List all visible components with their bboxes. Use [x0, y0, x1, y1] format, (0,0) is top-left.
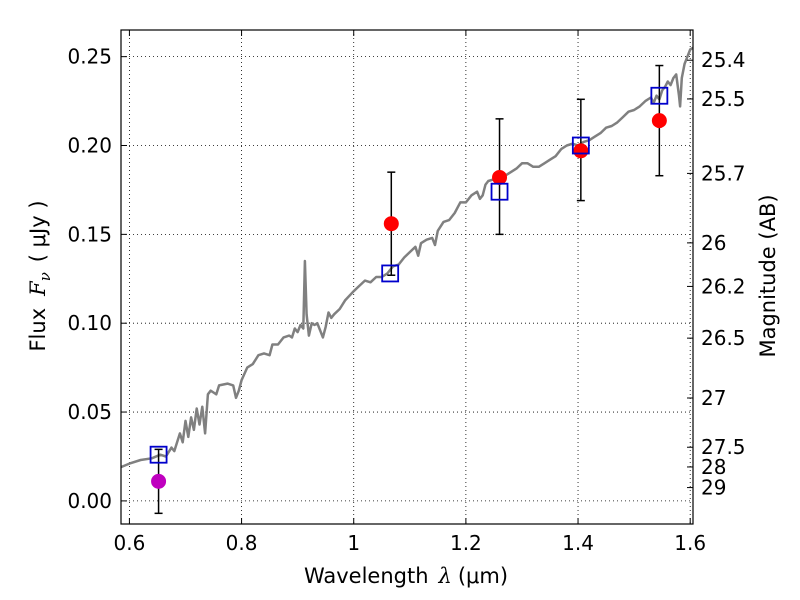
y-tick-label: 0.15	[67, 222, 112, 246]
x-tick-label: 1.6	[674, 531, 706, 555]
x-tick-label: 1.4	[562, 531, 594, 555]
y-axis-label-symbol: F	[26, 280, 50, 297]
y-tick-label: 0.10	[67, 311, 112, 335]
x-tick-label: 0.6	[114, 531, 146, 555]
x-tick-label: 0.8	[226, 531, 258, 555]
plot-area-background	[121, 30, 693, 524]
model-marker	[381, 264, 400, 283]
y-axis-label-text: Flux	[26, 308, 50, 352]
x-tick-label: 1	[347, 531, 360, 555]
y2-tick-label: 28	[701, 455, 726, 479]
y2-tick-label: 29	[701, 476, 726, 500]
model-marker	[490, 182, 509, 201]
y-tick-label: 0.25	[67, 45, 112, 69]
y-axis-label: Flux Fν ( μJy )	[26, 200, 54, 351]
x-axis-label-unit: (μm)	[458, 564, 508, 588]
y2-axis-label: Magnitude (AB)	[756, 194, 780, 357]
data-point	[383, 216, 399, 232]
x-axis-label-text: Wavelength	[304, 564, 429, 588]
y2-tick-label: 25.5	[701, 87, 746, 111]
plot-frame	[120, 29, 694, 525]
y-tick-label: 0.20	[67, 134, 112, 158]
y-axis-label-unit: ( μJy )	[26, 200, 50, 262]
y2-tick-label: 26.2	[701, 274, 746, 298]
data-point	[573, 143, 589, 159]
y-tick-label: 0.00	[67, 489, 112, 513]
y2-tick-label: 25.7	[701, 161, 746, 185]
grid-lines	[121, 30, 693, 524]
y2-tick-label: 26	[701, 231, 726, 255]
y-axis-label-subscript: ν	[36, 272, 54, 281]
plot-series	[120, 46, 694, 515]
y-tick-label: 0.05	[67, 400, 112, 424]
data-point	[651, 113, 667, 129]
data-point	[151, 473, 167, 489]
x-tick-label: 1.2	[450, 531, 482, 555]
model-marker	[571, 136, 590, 155]
data-point	[492, 169, 508, 185]
x-axis-label: Wavelength λ (μm)	[304, 564, 508, 588]
axis-ticks: 0.6 0.8 1 1.2 1.4 1.6 0.00 0.05 0.10 0.15 0.20 0.25…	[67, 30, 746, 555]
model-marker	[650, 86, 669, 105]
model-marker	[149, 445, 168, 464]
y2-tick-label: 25.4	[701, 48, 746, 72]
y2-tick-label: 27	[701, 386, 726, 410]
y2-tick-label: 26.5	[701, 326, 746, 350]
x-axis-label-symbol: λ	[438, 564, 452, 588]
spectrum-line	[120, 46, 694, 469]
y2-tick-label: 27.5	[701, 435, 746, 459]
